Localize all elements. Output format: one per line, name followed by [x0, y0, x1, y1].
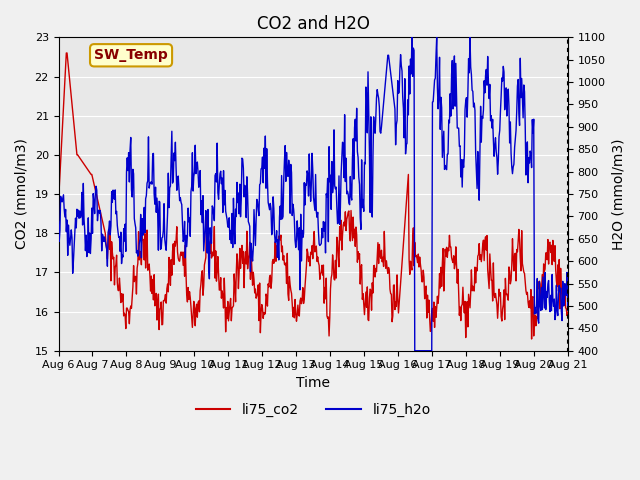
- Text: SW_Temp: SW_Temp: [94, 48, 168, 62]
- Y-axis label: H2O (mmol/m3): H2O (mmol/m3): [611, 138, 625, 250]
- X-axis label: Time: Time: [296, 376, 330, 390]
- Title: CO2 and H2O: CO2 and H2O: [257, 15, 369, 33]
- Y-axis label: CO2 (mmol/m3): CO2 (mmol/m3): [15, 139, 29, 250]
- Legend: li75_co2, li75_h2o: li75_co2, li75_h2o: [190, 397, 436, 422]
